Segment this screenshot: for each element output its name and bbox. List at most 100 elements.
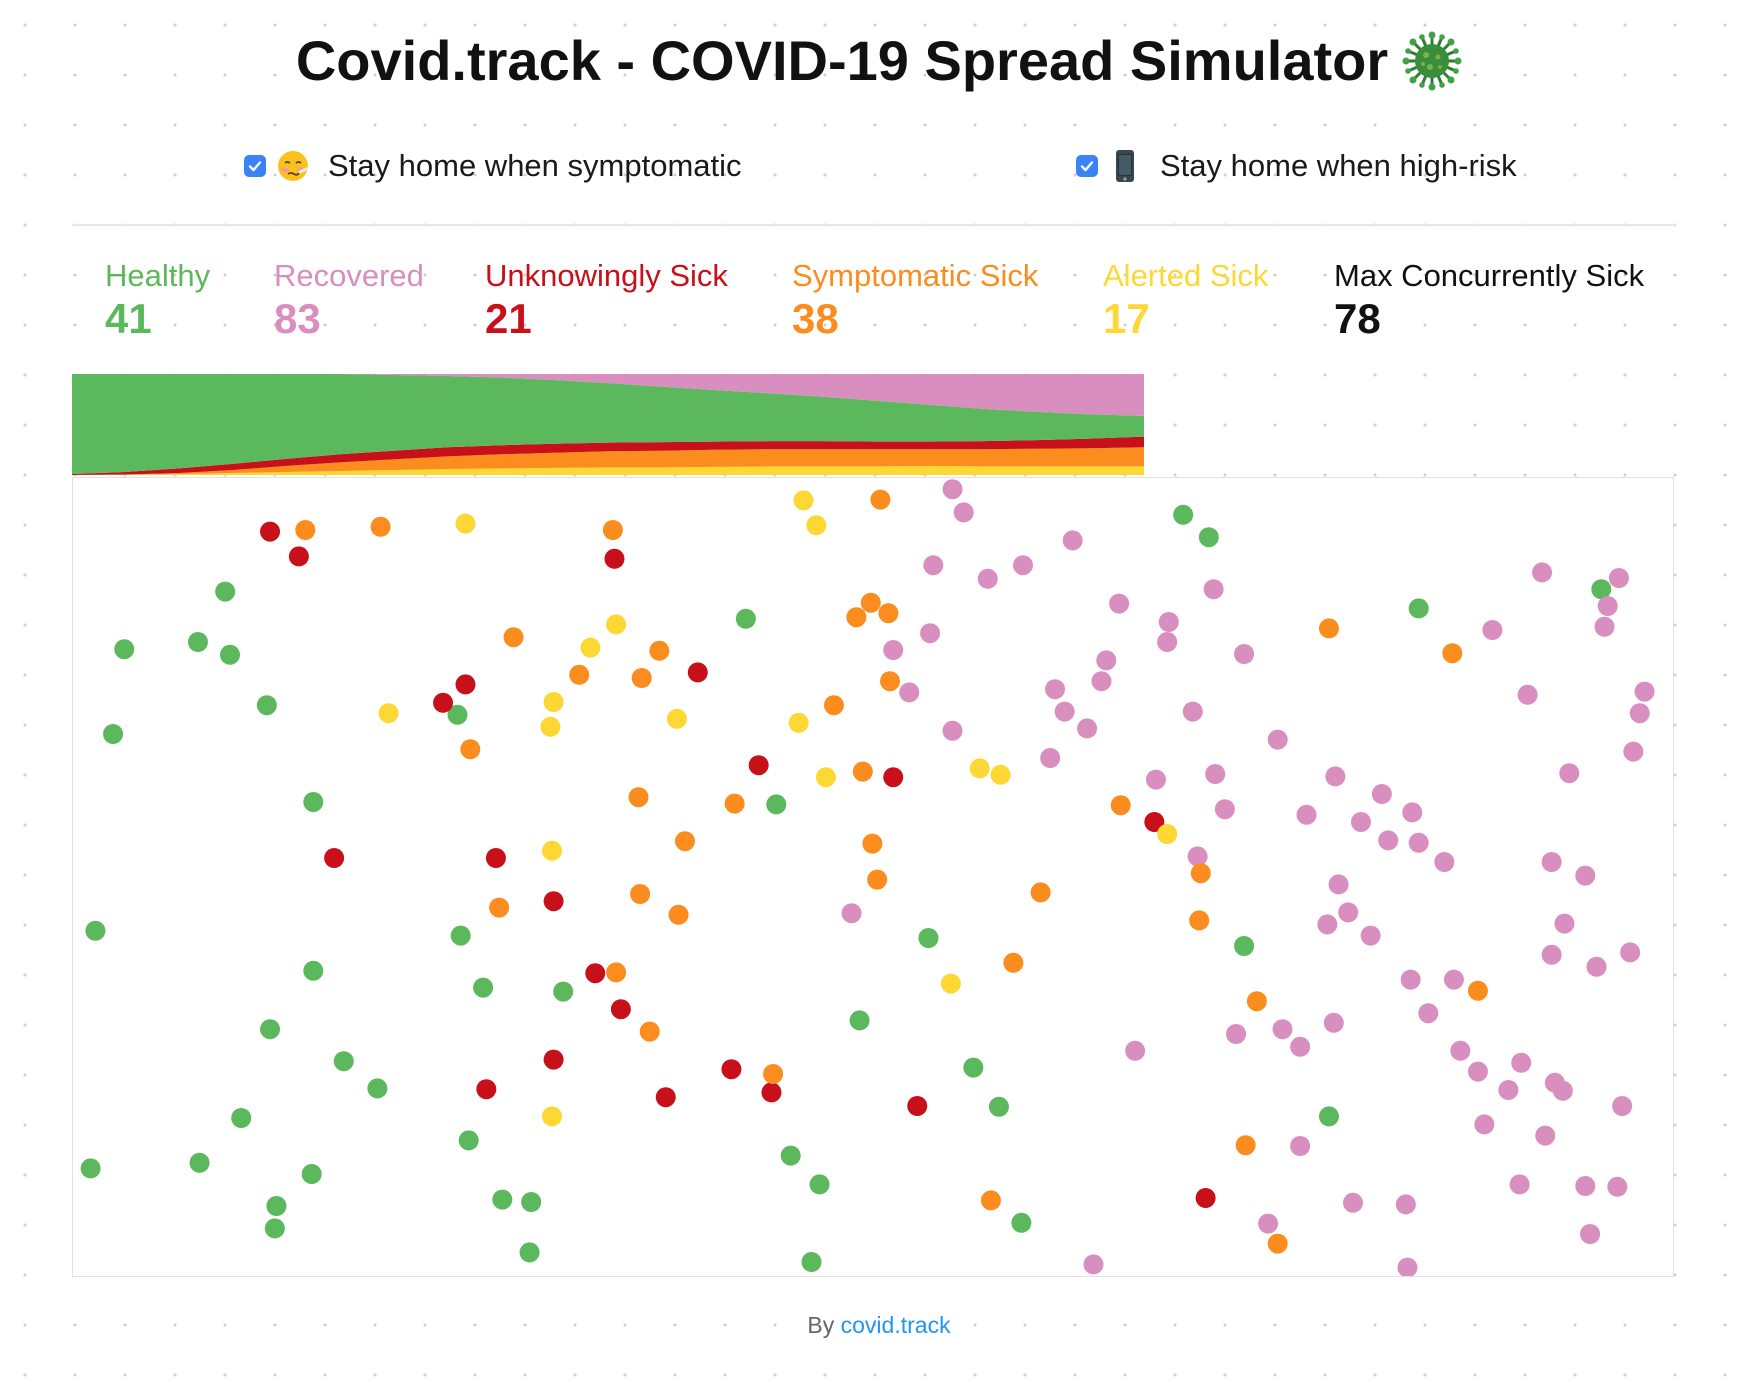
person-dot-recovered bbox=[1434, 852, 1455, 872]
person-dot-recovered bbox=[1623, 741, 1644, 762]
stay-home-high-risk-option[interactable]: Stay home when high-risk bbox=[1076, 148, 1517, 184]
person-dot-recovered bbox=[1040, 748, 1061, 768]
person-dot-healthy bbox=[553, 981, 574, 1002]
person-dot-alerted-sick bbox=[580, 637, 601, 658]
person-dot-recovered bbox=[1418, 1003, 1439, 1024]
area-series-healthy bbox=[72, 374, 1144, 474]
person-dot-recovered bbox=[1532, 562, 1553, 583]
stay-home-symptomatic-label: Stay home when symptomatic bbox=[328, 148, 742, 183]
person-dot-recovered bbox=[1535, 1125, 1556, 1146]
person-dot-healthy bbox=[264, 1218, 285, 1239]
person-dot-unknowingly-sick bbox=[610, 999, 631, 1020]
stat-alerted-sick-label: Alerted Sick bbox=[1103, 258, 1269, 293]
person-dot-recovered bbox=[1597, 596, 1618, 616]
person-dot-symptomatic-sick bbox=[870, 489, 891, 510]
person-dot-symptomatic-sick bbox=[823, 695, 844, 716]
person-dot-alerted-sick bbox=[540, 716, 561, 737]
person-dot-healthy bbox=[1318, 1106, 1339, 1127]
person-dot-alerted-sick bbox=[543, 692, 564, 712]
person-dot-recovered bbox=[1517, 684, 1538, 705]
person-dot-recovered bbox=[977, 568, 998, 589]
person-dot-recovered bbox=[1214, 799, 1235, 820]
person-dot-recovered bbox=[1467, 1061, 1488, 1082]
person-dot-symptomatic-sick bbox=[1030, 882, 1051, 903]
person-dot-alerted-sick bbox=[666, 708, 687, 729]
person-dot-healthy bbox=[266, 1196, 287, 1216]
person-dot-recovered bbox=[1575, 865, 1596, 886]
sick-face-emoji-icon bbox=[278, 151, 308, 181]
person-dot-unknowingly-sick bbox=[260, 521, 281, 542]
stay-home-symptomatic-checkbox[interactable] bbox=[244, 155, 266, 177]
person-dot-symptomatic-sick bbox=[763, 1064, 784, 1084]
stat-max-concurrently-sick-label: Max Concurrently Sick bbox=[1334, 258, 1645, 293]
stay-home-high-risk-label: Stay home when high-risk bbox=[1160, 148, 1517, 183]
person-dot-symptomatic-sick bbox=[602, 520, 623, 540]
person-dot-healthy bbox=[766, 794, 787, 815]
person-dot-healthy bbox=[492, 1189, 513, 1210]
person-dot-recovered bbox=[1360, 925, 1381, 946]
person-dot-symptomatic-sick bbox=[489, 897, 510, 918]
person-dot-unknowingly-sick bbox=[721, 1059, 742, 1080]
person-dot-recovered bbox=[1158, 612, 1179, 632]
person-dot-recovered bbox=[1541, 944, 1562, 965]
covid-track-link[interactable]: covid.track bbox=[840, 1312, 951, 1338]
person-dot-symptomatic-sick bbox=[639, 1021, 660, 1042]
person-dot-alerted-sick bbox=[806, 515, 827, 536]
person-dot-recovered bbox=[1541, 852, 1562, 872]
person-dot-symptomatic-sick bbox=[674, 831, 695, 852]
person-dot-healthy bbox=[801, 1252, 822, 1272]
stay-home-high-risk-checkbox[interactable] bbox=[1076, 155, 1098, 177]
person-dot-recovered bbox=[1371, 784, 1392, 804]
person-dot-healthy bbox=[301, 1164, 322, 1184]
person-dot-recovered bbox=[1395, 1194, 1416, 1215]
person-dot-unknowingly-sick bbox=[907, 1096, 928, 1116]
person-dot-unknowingly-sick bbox=[543, 1049, 564, 1070]
person-dot-unknowingly-sick bbox=[476, 1079, 497, 1100]
person-dot-symptomatic-sick bbox=[878, 603, 899, 624]
person-dot-symptomatic-sick bbox=[860, 592, 881, 613]
person-dot-symptomatic-sick bbox=[1003, 952, 1024, 973]
person-dot-recovered bbox=[1450, 1040, 1471, 1061]
person-dot-recovered bbox=[1408, 832, 1429, 853]
person-dot-unknowingly-sick bbox=[543, 891, 564, 912]
person-dot-recovered bbox=[1607, 1176, 1628, 1197]
area-series-recovered bbox=[72, 374, 1144, 416]
person-dot-healthy bbox=[521, 1192, 542, 1212]
person-dot-recovered bbox=[1620, 942, 1641, 963]
checkmark-icon bbox=[248, 161, 262, 172]
person-dot-recovered bbox=[1234, 644, 1255, 664]
person-dot-healthy bbox=[231, 1108, 252, 1128]
stat-unknowingly-sick-label: Unknowingly Sick bbox=[485, 258, 728, 293]
stay-home-symptomatic-option[interactable]: Stay home when symptomatic bbox=[244, 148, 742, 184]
stat-alerted-sick-value: 17 bbox=[1103, 295, 1150, 342]
person-dot-recovered bbox=[1580, 1224, 1601, 1244]
page-title-text: Covid.track - COVID-19 Spread Simulator bbox=[295, 29, 1389, 92]
person-dot-symptomatic-sick bbox=[606, 962, 627, 983]
person-dot-alerted-sick bbox=[378, 703, 399, 724]
person-dot-healthy bbox=[963, 1057, 984, 1078]
person-dot-recovered bbox=[1258, 1213, 1279, 1234]
person-dot-alerted-sick bbox=[606, 614, 627, 635]
simulation-canvas bbox=[72, 477, 1674, 1277]
person-dot-healthy bbox=[187, 632, 208, 652]
person-dot-recovered bbox=[1012, 555, 1033, 576]
person-dot-healthy bbox=[450, 925, 471, 946]
person-dot-alerted-sick bbox=[541, 840, 562, 861]
person-dot-recovered bbox=[1629, 703, 1650, 724]
person-dot-symptomatic-sick bbox=[460, 739, 481, 760]
person-dot-recovered bbox=[1397, 1257, 1418, 1276]
area-series-unknowingly-sick bbox=[72, 436, 1144, 475]
area-series-alerted-sick bbox=[72, 465, 1144, 475]
person-dot-recovered bbox=[1062, 530, 1083, 551]
person-dot-healthy bbox=[114, 639, 135, 660]
person-dot-unknowingly-sick bbox=[655, 1087, 676, 1108]
person-dot-recovered bbox=[1400, 969, 1421, 990]
virus-icon bbox=[1402, 31, 1462, 90]
population-area-chart bbox=[72, 374, 1144, 475]
person-dot-recovered bbox=[1509, 1174, 1530, 1195]
area-series-symptomatic-sick bbox=[72, 447, 1144, 475]
person-dot-recovered bbox=[1402, 802, 1423, 823]
stat-symptomatic-sick-label: Symptomatic Sick bbox=[792, 258, 1039, 293]
person-dot-symptomatic-sick bbox=[1442, 643, 1463, 664]
person-dot-healthy bbox=[260, 1019, 281, 1040]
